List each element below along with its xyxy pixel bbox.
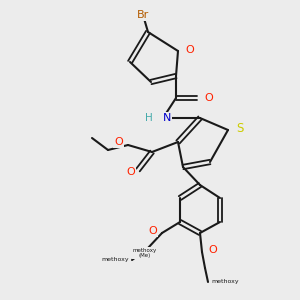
Text: O: O — [185, 45, 194, 55]
Text: methoxy: methoxy — [101, 257, 129, 262]
Text: O: O — [208, 245, 217, 255]
Text: O: O — [114, 137, 123, 147]
Text: methoxy: methoxy — [211, 280, 238, 284]
Text: H: H — [145, 113, 153, 123]
Text: O: O — [114, 137, 123, 147]
Text: H: H — [145, 113, 153, 123]
Text: O: O — [185, 45, 194, 55]
Text: O: O — [148, 226, 157, 236]
Text: S: S — [236, 122, 243, 136]
Text: S: S — [236, 122, 243, 136]
Text: N: N — [163, 113, 171, 123]
Text: O: O — [208, 245, 217, 255]
Text: methoxy
(Me): methoxy (Me) — [133, 248, 157, 258]
Text: O: O — [204, 93, 213, 103]
Text: Br: Br — [137, 10, 149, 20]
Text: N: N — [163, 113, 171, 123]
Text: O: O — [126, 167, 135, 177]
Text: O: O — [126, 167, 135, 177]
Text: Br: Br — [137, 10, 149, 20]
Text: O: O — [148, 226, 157, 236]
Text: O: O — [204, 93, 213, 103]
